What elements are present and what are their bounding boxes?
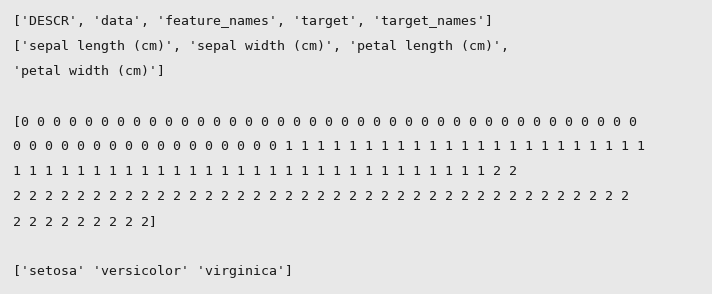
Text: 1 1 1 1 1 1 1 1 1 1 1 1 1 1 1 1 1 1 1 1 1 1 1 1 1 1 1 1 1 1 2 2: 1 1 1 1 1 1 1 1 1 1 1 1 1 1 1 1 1 1 1 1 … bbox=[13, 165, 517, 178]
Text: ['DESCR', 'data', 'feature_names', 'target', 'target_names']: ['DESCR', 'data', 'feature_names', 'targ… bbox=[13, 15, 493, 28]
Text: 'petal width (cm)']: 'petal width (cm)'] bbox=[13, 65, 164, 78]
Text: 2 2 2 2 2 2 2 2 2]: 2 2 2 2 2 2 2 2 2] bbox=[13, 215, 157, 228]
Text: 0 0 0 0 0 0 0 0 0 0 0 0 0 0 0 0 0 1 1 1 1 1 1 1 1 1 1 1 1 1 1 1 1 1 1 1 1 1 1 1: 0 0 0 0 0 0 0 0 0 0 0 0 0 0 0 0 0 1 1 1 … bbox=[13, 140, 645, 153]
Text: ['sepal length (cm)', 'sepal width (cm)', 'petal length (cm)',: ['sepal length (cm)', 'sepal width (cm)'… bbox=[13, 40, 509, 53]
Text: ['setosa' 'versicolor' 'virginica']: ['setosa' 'versicolor' 'virginica'] bbox=[13, 265, 293, 278]
Text: 2 2 2 2 2 2 2 2 2 2 2 2 2 2 2 2 2 2 2 2 2 2 2 2 2 2 2 2 2 2 2 2 2 2 2 2 2 2 2: 2 2 2 2 2 2 2 2 2 2 2 2 2 2 2 2 2 2 2 2 … bbox=[13, 190, 629, 203]
Text: [0 0 0 0 0 0 0 0 0 0 0 0 0 0 0 0 0 0 0 0 0 0 0 0 0 0 0 0 0 0 0 0 0 0 0 0 0 0 0: [0 0 0 0 0 0 0 0 0 0 0 0 0 0 0 0 0 0 0 0… bbox=[13, 115, 637, 128]
